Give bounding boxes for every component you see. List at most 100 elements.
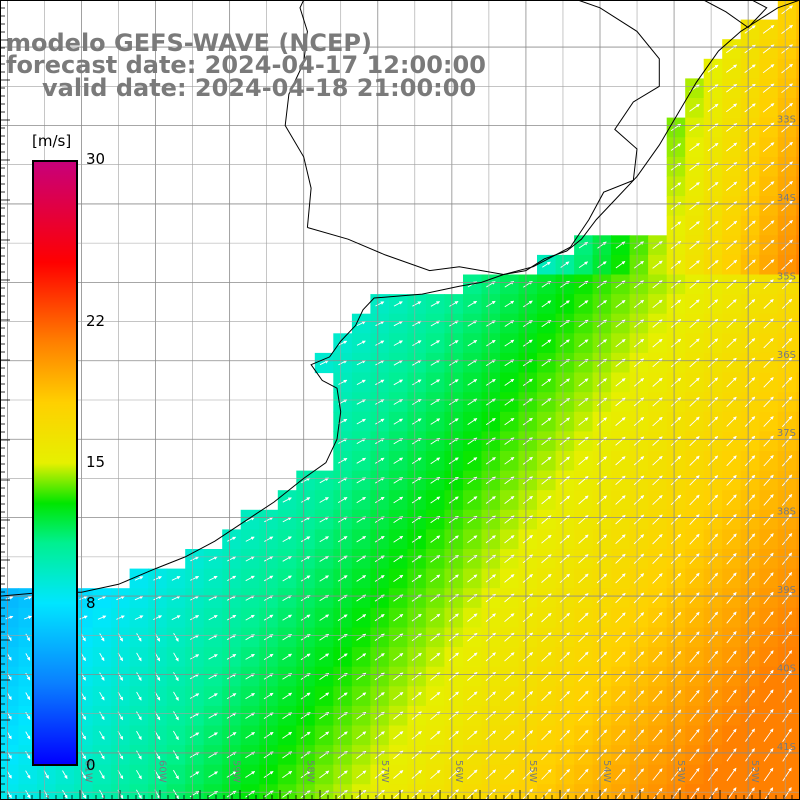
wind-cell [278,667,297,687]
wind-cell [556,471,575,491]
wind-cell [389,706,408,726]
wind-cell [593,471,612,491]
valid-date: valid date: 2024-04-18 21:00:00 [42,75,476,101]
wind-cell [778,137,797,157]
wind-cell [556,686,575,706]
wind-cell [759,235,778,255]
wind-cell [759,177,778,197]
wind-cell [352,647,371,667]
wind-cell [778,628,797,648]
wind-cell [667,569,686,589]
wind-cell [556,726,575,746]
wind-cell [278,686,297,706]
wind-cell [315,706,334,726]
wind-cell [556,569,575,589]
wind-cell [704,157,723,177]
wind-cell [204,667,223,687]
wind-cell [759,686,778,706]
wind-cell [426,667,445,687]
wind-cell [352,628,371,648]
wind-cell [204,647,223,667]
wind-cell [296,647,315,667]
wind-cell [500,628,519,648]
wind-cell [593,392,612,412]
wind-cell [574,392,593,412]
wind-cell [463,412,482,432]
wind-cell [296,686,315,706]
wind-cell [426,471,445,491]
wind-cell [593,726,612,746]
wind-cell [685,647,704,667]
wind-cell [556,549,575,569]
wind-cell [759,137,778,157]
wind-cell [556,412,575,432]
lat-label: 34S [777,193,796,204]
wind-cell [574,431,593,451]
wind-cell [370,392,389,412]
wind-cell [759,726,778,746]
lat-label: 33S [777,114,796,125]
wind-cell [556,745,575,765]
lon-label: 57W [379,760,390,783]
colorbar-tick-label: 0 [86,756,96,774]
wind-cell [463,706,482,726]
wind-cell [611,412,630,432]
wind-cell [685,628,704,648]
lon-label: 55W [527,760,538,783]
wind-cell [574,726,593,746]
wind-cell [556,392,575,412]
wind-cell [778,157,797,177]
wind-cell [685,255,704,275]
wind-cell [704,412,723,432]
wind-cell [296,706,315,726]
wind-cell [463,726,482,746]
wind-cell [556,647,575,667]
wind-cell [685,137,704,157]
wind-cell [482,431,501,451]
wind-cell [352,667,371,687]
wind-cell [482,647,501,667]
wind-cell [259,667,278,687]
wind-cell [278,628,297,648]
wind-cell [704,628,723,648]
wind-cell [667,490,686,510]
wind-cell [370,431,389,451]
wind-cell [389,392,408,412]
wind-cell [556,628,575,648]
wind-cell [704,647,723,667]
wind-cell [259,686,278,706]
lat-label: 39S [777,585,796,596]
wind-cell [759,39,778,59]
wind-cell [667,157,686,177]
wind-cell [463,765,482,785]
wind-cell [574,608,593,628]
wind-cell [685,412,704,432]
wind-cell [759,765,778,785]
wind-cell [463,628,482,648]
wind-cell [759,196,778,216]
wind-cell [759,392,778,412]
wind-cell [426,392,445,412]
wind-cell [315,647,334,667]
wind-cell [370,647,389,667]
wind-cell [685,706,704,726]
colorbar-tick-label: 8 [86,594,96,612]
wind-cell [352,451,371,471]
wind-cell [407,706,426,726]
wind-cell [482,667,501,687]
wind-cell [704,451,723,471]
wind-cell [574,451,593,471]
wind-cell [574,765,593,785]
colorbar-tick-label: 15 [86,453,105,471]
wind-cell [463,745,482,765]
wind-cell [593,451,612,471]
wind-cell [407,412,426,432]
wind-cell [667,510,686,530]
colorbar-tick-label: 30 [86,150,105,168]
wind-cell [667,255,686,275]
wind-cell [482,628,501,648]
wind-cell [259,628,278,648]
wind-cell [463,392,482,412]
wind-cell [685,745,704,765]
wind-cell [185,667,204,687]
